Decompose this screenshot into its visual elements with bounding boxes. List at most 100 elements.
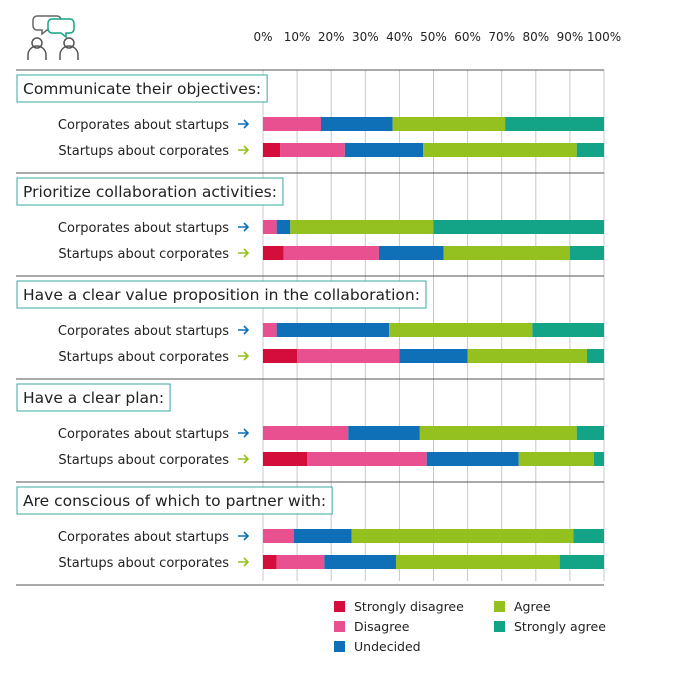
arrow-icon [238, 119, 250, 129]
bar-segment [399, 349, 468, 363]
arrow-icon [238, 145, 250, 155]
bar-segment [276, 220, 291, 234]
bar-segment [263, 323, 277, 337]
legend-swatch [494, 601, 505, 612]
arrow-icon [238, 557, 250, 567]
legend: Strongly disagree Disagree Undecided Agree S… [334, 599, 606, 654]
x-tick-label: 70% [488, 30, 515, 44]
bar-segment [389, 323, 533, 337]
bar-segment [576, 426, 604, 440]
group-title: Are conscious of which to partner with: [23, 492, 326, 510]
x-tick-label: 80% [522, 30, 549, 44]
group-title: Prioritize collaboration activities: [23, 183, 277, 201]
bar-segment [518, 452, 594, 466]
bar-segment [276, 555, 325, 569]
x-tick-label: 10% [284, 30, 311, 44]
bar-segment [378, 246, 444, 260]
bar-segment [320, 117, 393, 131]
bar-segment [593, 452, 604, 466]
arrow-icon [238, 531, 250, 541]
row-label: Corporates about startups [58, 324, 229, 339]
x-tick-label: 90% [557, 30, 584, 44]
group-title: Have a clear plan: [23, 389, 164, 407]
row-label: Startups about corporates [58, 350, 229, 365]
legend-label: Agree [514, 599, 551, 614]
row-label: Corporates about startups [58, 427, 229, 442]
row-label: Corporates about startups [58, 118, 229, 133]
x-tick-label: 50% [420, 30, 447, 44]
bar-segment [419, 426, 577, 440]
legend-swatch [494, 621, 505, 632]
bar-segment [433, 220, 604, 234]
legend-label: Undecided [354, 639, 421, 654]
arrow-icon [238, 222, 250, 232]
bar-segment [348, 426, 420, 440]
bar-segment [423, 143, 577, 157]
bar-segment [263, 220, 277, 234]
people-chat-icon [27, 15, 79, 60]
bar-segment [283, 246, 379, 260]
bar-segment [467, 349, 587, 363]
group-title-box [16, 280, 427, 309]
bar-segment [263, 452, 308, 466]
bar-segment [263, 246, 284, 260]
bar-segment [443, 246, 570, 260]
row-label: Startups about corporates [58, 453, 229, 468]
group-title: Communicate their objectives: [23, 80, 261, 98]
bar-segment [351, 529, 574, 543]
bar-segment [263, 349, 298, 363]
legend-swatch [334, 641, 345, 652]
bars-layer [263, 117, 604, 569]
bar-segment [576, 143, 604, 157]
row-label: Corporates about startups [58, 530, 229, 545]
bar-segment [324, 555, 396, 569]
bar-segment [532, 323, 604, 337]
legend-label: Strongly disagree [354, 599, 464, 614]
bar-segment [505, 117, 604, 131]
bar-segment [276, 323, 390, 337]
bar-segment [559, 555, 604, 569]
x-tick-label: 30% [352, 30, 379, 44]
legend-swatch [334, 621, 345, 632]
group-title-box [16, 383, 171, 412]
bar-segment [307, 452, 427, 466]
bar-segment [573, 529, 604, 543]
x-tick-label: 20% [318, 30, 345, 44]
bar-segment [586, 349, 604, 363]
bar-segment [426, 452, 519, 466]
x-tick-label: 100% [587, 30, 621, 44]
x-tick-label: 0% [253, 30, 272, 44]
row-label: Corporates about startups [58, 221, 229, 236]
x-tick-label: 40% [386, 30, 413, 44]
arrow-icon [238, 351, 250, 361]
group-title-box [16, 486, 333, 515]
bar-segment [392, 117, 506, 131]
legend-label: Disagree [354, 619, 410, 634]
bar-segment [293, 529, 352, 543]
bar-segment [263, 117, 321, 131]
arrow-icon [238, 325, 250, 335]
row-label: Startups about corporates [58, 144, 229, 159]
arrow-icon [238, 454, 250, 464]
bar-segment [263, 143, 281, 157]
bar-segment [263, 555, 277, 569]
bar-segment [290, 220, 434, 234]
bar-segment [297, 349, 400, 363]
arrow-icon [238, 428, 250, 438]
bar-segment [569, 246, 604, 260]
bar-segment [263, 426, 349, 440]
x-tick-label: 60% [454, 30, 481, 44]
bar-segment [395, 555, 560, 569]
arrow-icon [238, 248, 250, 258]
labels-layer: 0% 10% 20% 30% 40% 50% 60% 70% 80% 90% 100% Communi… [16, 30, 621, 571]
group-title-box [16, 177, 284, 206]
bar-segment [280, 143, 345, 157]
legend-swatch [334, 601, 345, 612]
row-label: Startups about corporates [58, 247, 229, 262]
legend-label: Strongly agree [514, 619, 606, 634]
group-title-box [16, 74, 268, 103]
bar-segment [263, 529, 294, 543]
row-label: Startups about corporates [58, 556, 229, 571]
